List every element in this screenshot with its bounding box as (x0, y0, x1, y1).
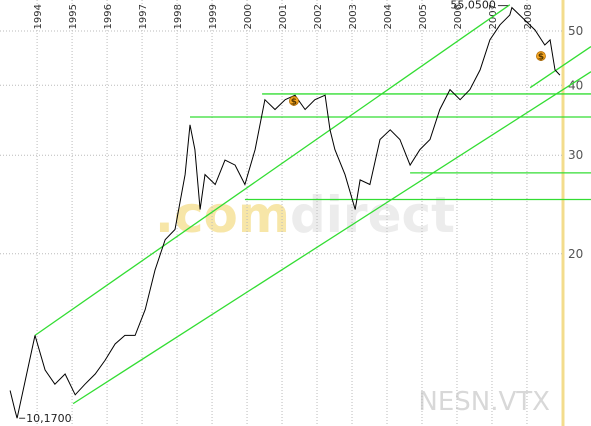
x-tick-label: 2008 (523, 4, 534, 29)
y-tick-label: 50 (568, 24, 583, 38)
dividend-label: $ (538, 53, 544, 63)
x-tick-label: 2002 (313, 4, 324, 29)
y-tick-label: 40 (568, 78, 583, 92)
x-tick-label: 2000 (243, 4, 254, 29)
x-tick-label: 1996 (103, 4, 114, 29)
annotation: 55,0500 (450, 0, 496, 12)
trend-line (34, 4, 511, 336)
trend-line (72, 71, 591, 405)
dividend-marker (289, 96, 299, 106)
x-tick-label: 1999 (208, 4, 219, 29)
x-tick-label: 2004 (383, 4, 394, 29)
trend-line (529, 46, 591, 89)
x-tick-label: 1994 (33, 4, 44, 29)
x-tick-label: 2003 (348, 4, 359, 29)
symbol: NESN.VTX (418, 387, 550, 417)
price-line (9, 6, 561, 419)
y-tick-label: 30 (568, 148, 583, 162)
x-tick-label: 2006 (453, 4, 464, 29)
x-tick-label: 2005 (418, 4, 429, 29)
dividend-marker (536, 51, 546, 61)
y-tick-label: 20 (568, 247, 583, 261)
watermark: .com (155, 186, 290, 244)
watermark: direct (290, 186, 455, 244)
x-tick-label: 1995 (68, 4, 79, 29)
x-tick-label: 1997 (138, 4, 149, 29)
annotation: 10,1700 (26, 412, 71, 425)
dividend-label: $ (291, 97, 297, 107)
x-tick-label: 2001 (278, 4, 289, 29)
x-tick-label: 1998 (173, 4, 184, 29)
